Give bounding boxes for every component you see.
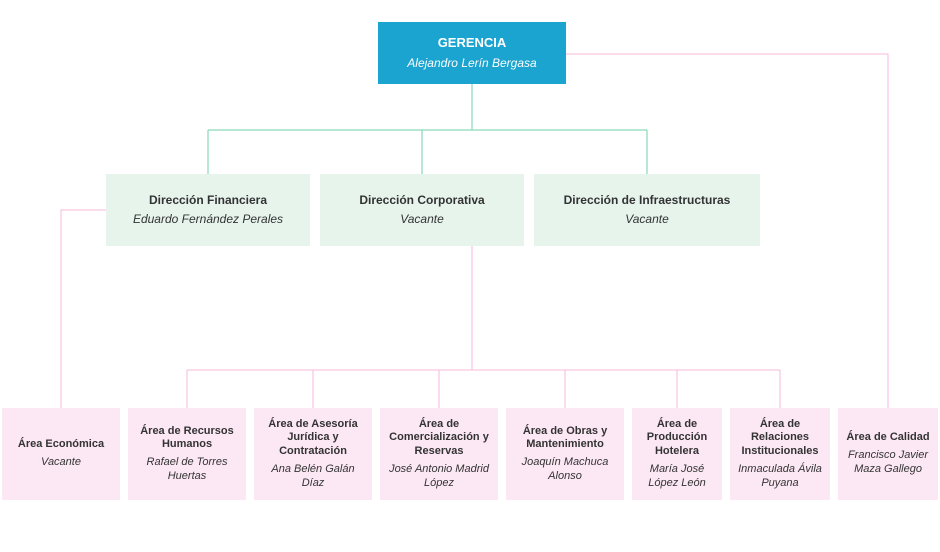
node-gerencia: GERENCIA Alejandro Lerín Bergasa: [378, 22, 566, 84]
node-person: Joaquín Machuca Alonso: [512, 456, 618, 484]
node-area-economica: Área Económica Vacante: [2, 408, 120, 500]
node-title: Área de Asesoría Jurídica y Contratación: [260, 418, 366, 459]
node-area-relaciones-institucionales: Área de Relaciones Institucionales Inmac…: [730, 408, 830, 500]
node-person: Rafael de Torres Huertas: [134, 456, 240, 484]
node-area-produccion-hotelera: Área de Producción Hotelera María José L…: [632, 408, 722, 500]
node-person: Francisco Javier Maza Gallego: [844, 449, 932, 477]
node-area-asesoria-juridica: Área de Asesoría Jurídica y Contratación…: [254, 408, 372, 500]
node-title: GERENCIA: [438, 35, 507, 51]
node-area-comercializacion: Área de Comercialización y Reservas José…: [380, 408, 498, 500]
node-title: Área de Calidad: [846, 431, 929, 445]
node-title: Área de Relaciones Institucionales: [736, 418, 824, 459]
node-person: Vacante: [41, 456, 81, 470]
node-title: Dirección Corporativa: [359, 193, 484, 208]
node-title: Área de Comercialización y Reservas: [386, 418, 492, 459]
node-person: Vacante: [400, 212, 444, 227]
node-area-calidad: Área de Calidad Francisco Javier Maza Ga…: [838, 408, 938, 500]
node-person: Ana Belén Galán Díaz: [260, 463, 366, 491]
node-person: Inmaculada Ávila Puyana: [736, 463, 824, 491]
node-direccion-infraestructuras: Dirección de Infraestructuras Vacante: [534, 174, 760, 246]
node-person: José Antonio Madrid López: [386, 463, 492, 491]
node-title: Área de Obras y Mantenimiento: [512, 425, 618, 453]
node-title: Dirección Financiera: [149, 193, 267, 208]
node-title: Área de Producción Hotelera: [638, 418, 716, 459]
node-person: Vacante: [625, 212, 669, 227]
node-area-obras-mantenimiento: Área de Obras y Mantenimiento Joaquín Ma…: [506, 408, 624, 500]
node-title: Área de Recursos Humanos: [134, 425, 240, 453]
node-person: María José López León: [638, 463, 716, 491]
node-person: Alejandro Lerín Bergasa: [407, 56, 536, 71]
node-direccion-financiera: Dirección Financiera Eduardo Fernández P…: [106, 174, 310, 246]
node-person: Eduardo Fernández Perales: [133, 212, 283, 227]
node-title: Dirección de Infraestructuras: [564, 193, 731, 208]
node-direccion-corporativa: Dirección Corporativa Vacante: [320, 174, 524, 246]
node-area-recursos-humanos: Área de Recursos Humanos Rafael de Torre…: [128, 408, 246, 500]
node-title: Área Económica: [18, 438, 104, 452]
